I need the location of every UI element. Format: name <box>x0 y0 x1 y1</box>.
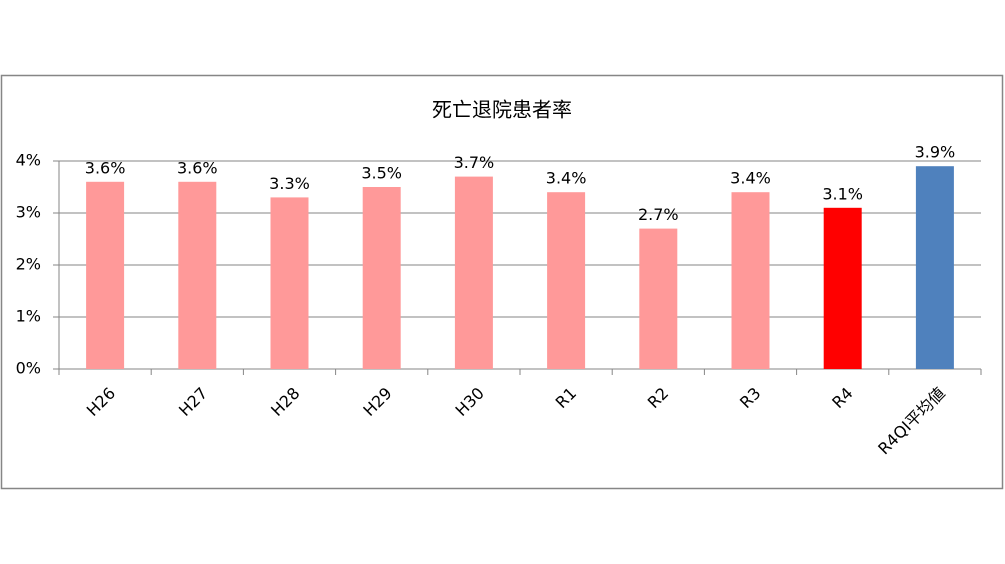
data-label: 3.3% <box>269 174 310 193</box>
data-label: 3.9% <box>915 143 956 162</box>
data-label: 3.1% <box>822 184 863 203</box>
bar <box>454 176 493 369</box>
data-label: 3.5% <box>361 164 402 183</box>
data-label: 3.4% <box>546 169 587 188</box>
y-tick-label: 1% <box>16 307 41 326</box>
bar <box>270 197 309 369</box>
bar <box>86 181 125 369</box>
bar <box>823 207 862 369</box>
bar <box>547 192 586 369</box>
data-label: 3.6% <box>85 158 126 177</box>
bar <box>178 181 217 369</box>
y-tick-label: 3% <box>16 203 41 222</box>
bar <box>639 228 678 369</box>
y-tick-label: 4% <box>16 151 41 170</box>
data-label: 2.7% <box>638 205 679 224</box>
data-label: 3.4% <box>730 169 771 188</box>
data-label: 3.6% <box>177 158 218 177</box>
chart-title: 死亡退院患者率 <box>432 98 572 122</box>
y-tick-label: 0% <box>16 359 41 378</box>
bar <box>915 166 954 369</box>
y-tick-label: 2% <box>16 255 41 274</box>
bar <box>731 192 770 369</box>
data-label: 3.7% <box>454 153 495 172</box>
bar <box>362 187 401 369</box>
